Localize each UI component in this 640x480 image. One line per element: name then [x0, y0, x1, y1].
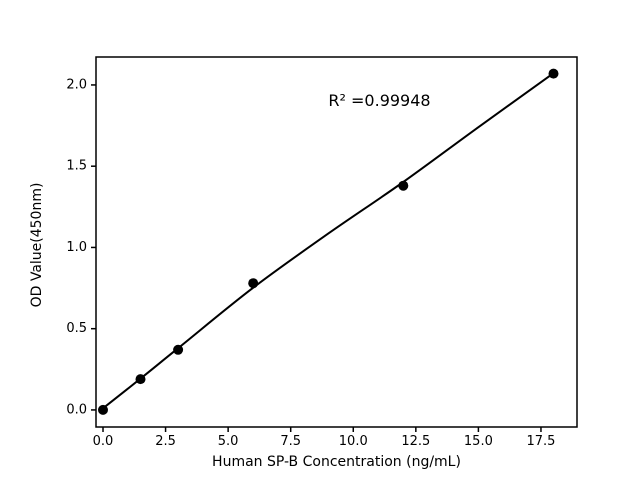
data-point: [135, 374, 146, 385]
x-tick-label: 15.0: [464, 434, 493, 449]
x-axis-label: Human SP-B Concentration (ng/mL): [212, 454, 461, 470]
y-tick-label: 2.0: [66, 77, 87, 92]
data-point: [98, 404, 108, 415]
x-tick-label: 7.5: [280, 434, 301, 449]
y-tick-label: 0.5: [66, 321, 87, 336]
x-tick-label: 5.0: [218, 434, 239, 449]
x-tick-label: 10.0: [339, 434, 368, 449]
y-axis-label: OD Value(450nm): [29, 183, 45, 308]
x-tick-label: 17.5: [526, 434, 555, 449]
y-tick-label: 0.0: [66, 402, 87, 417]
fit-line: [102, 72, 555, 410]
x-tick-label: 0.0: [93, 434, 114, 449]
x-tick-label: 2.5: [155, 434, 176, 449]
data-point: [248, 278, 259, 289]
x-tick-label: 12.5: [401, 434, 430, 449]
data-point: [173, 344, 184, 355]
y-tick-label: 1.0: [66, 240, 87, 255]
data-point: [548, 68, 559, 79]
r-squared-annotation: R² =0.99948: [328, 91, 430, 110]
data-point: [398, 180, 409, 191]
y-tick-label: 1.5: [66, 159, 87, 174]
plot-frame: [95, 56, 578, 428]
